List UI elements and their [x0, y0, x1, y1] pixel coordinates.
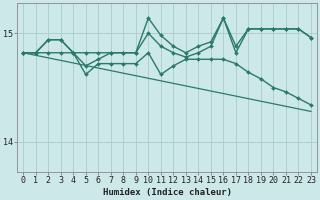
X-axis label: Humidex (Indice chaleur): Humidex (Indice chaleur) [103, 188, 232, 197]
